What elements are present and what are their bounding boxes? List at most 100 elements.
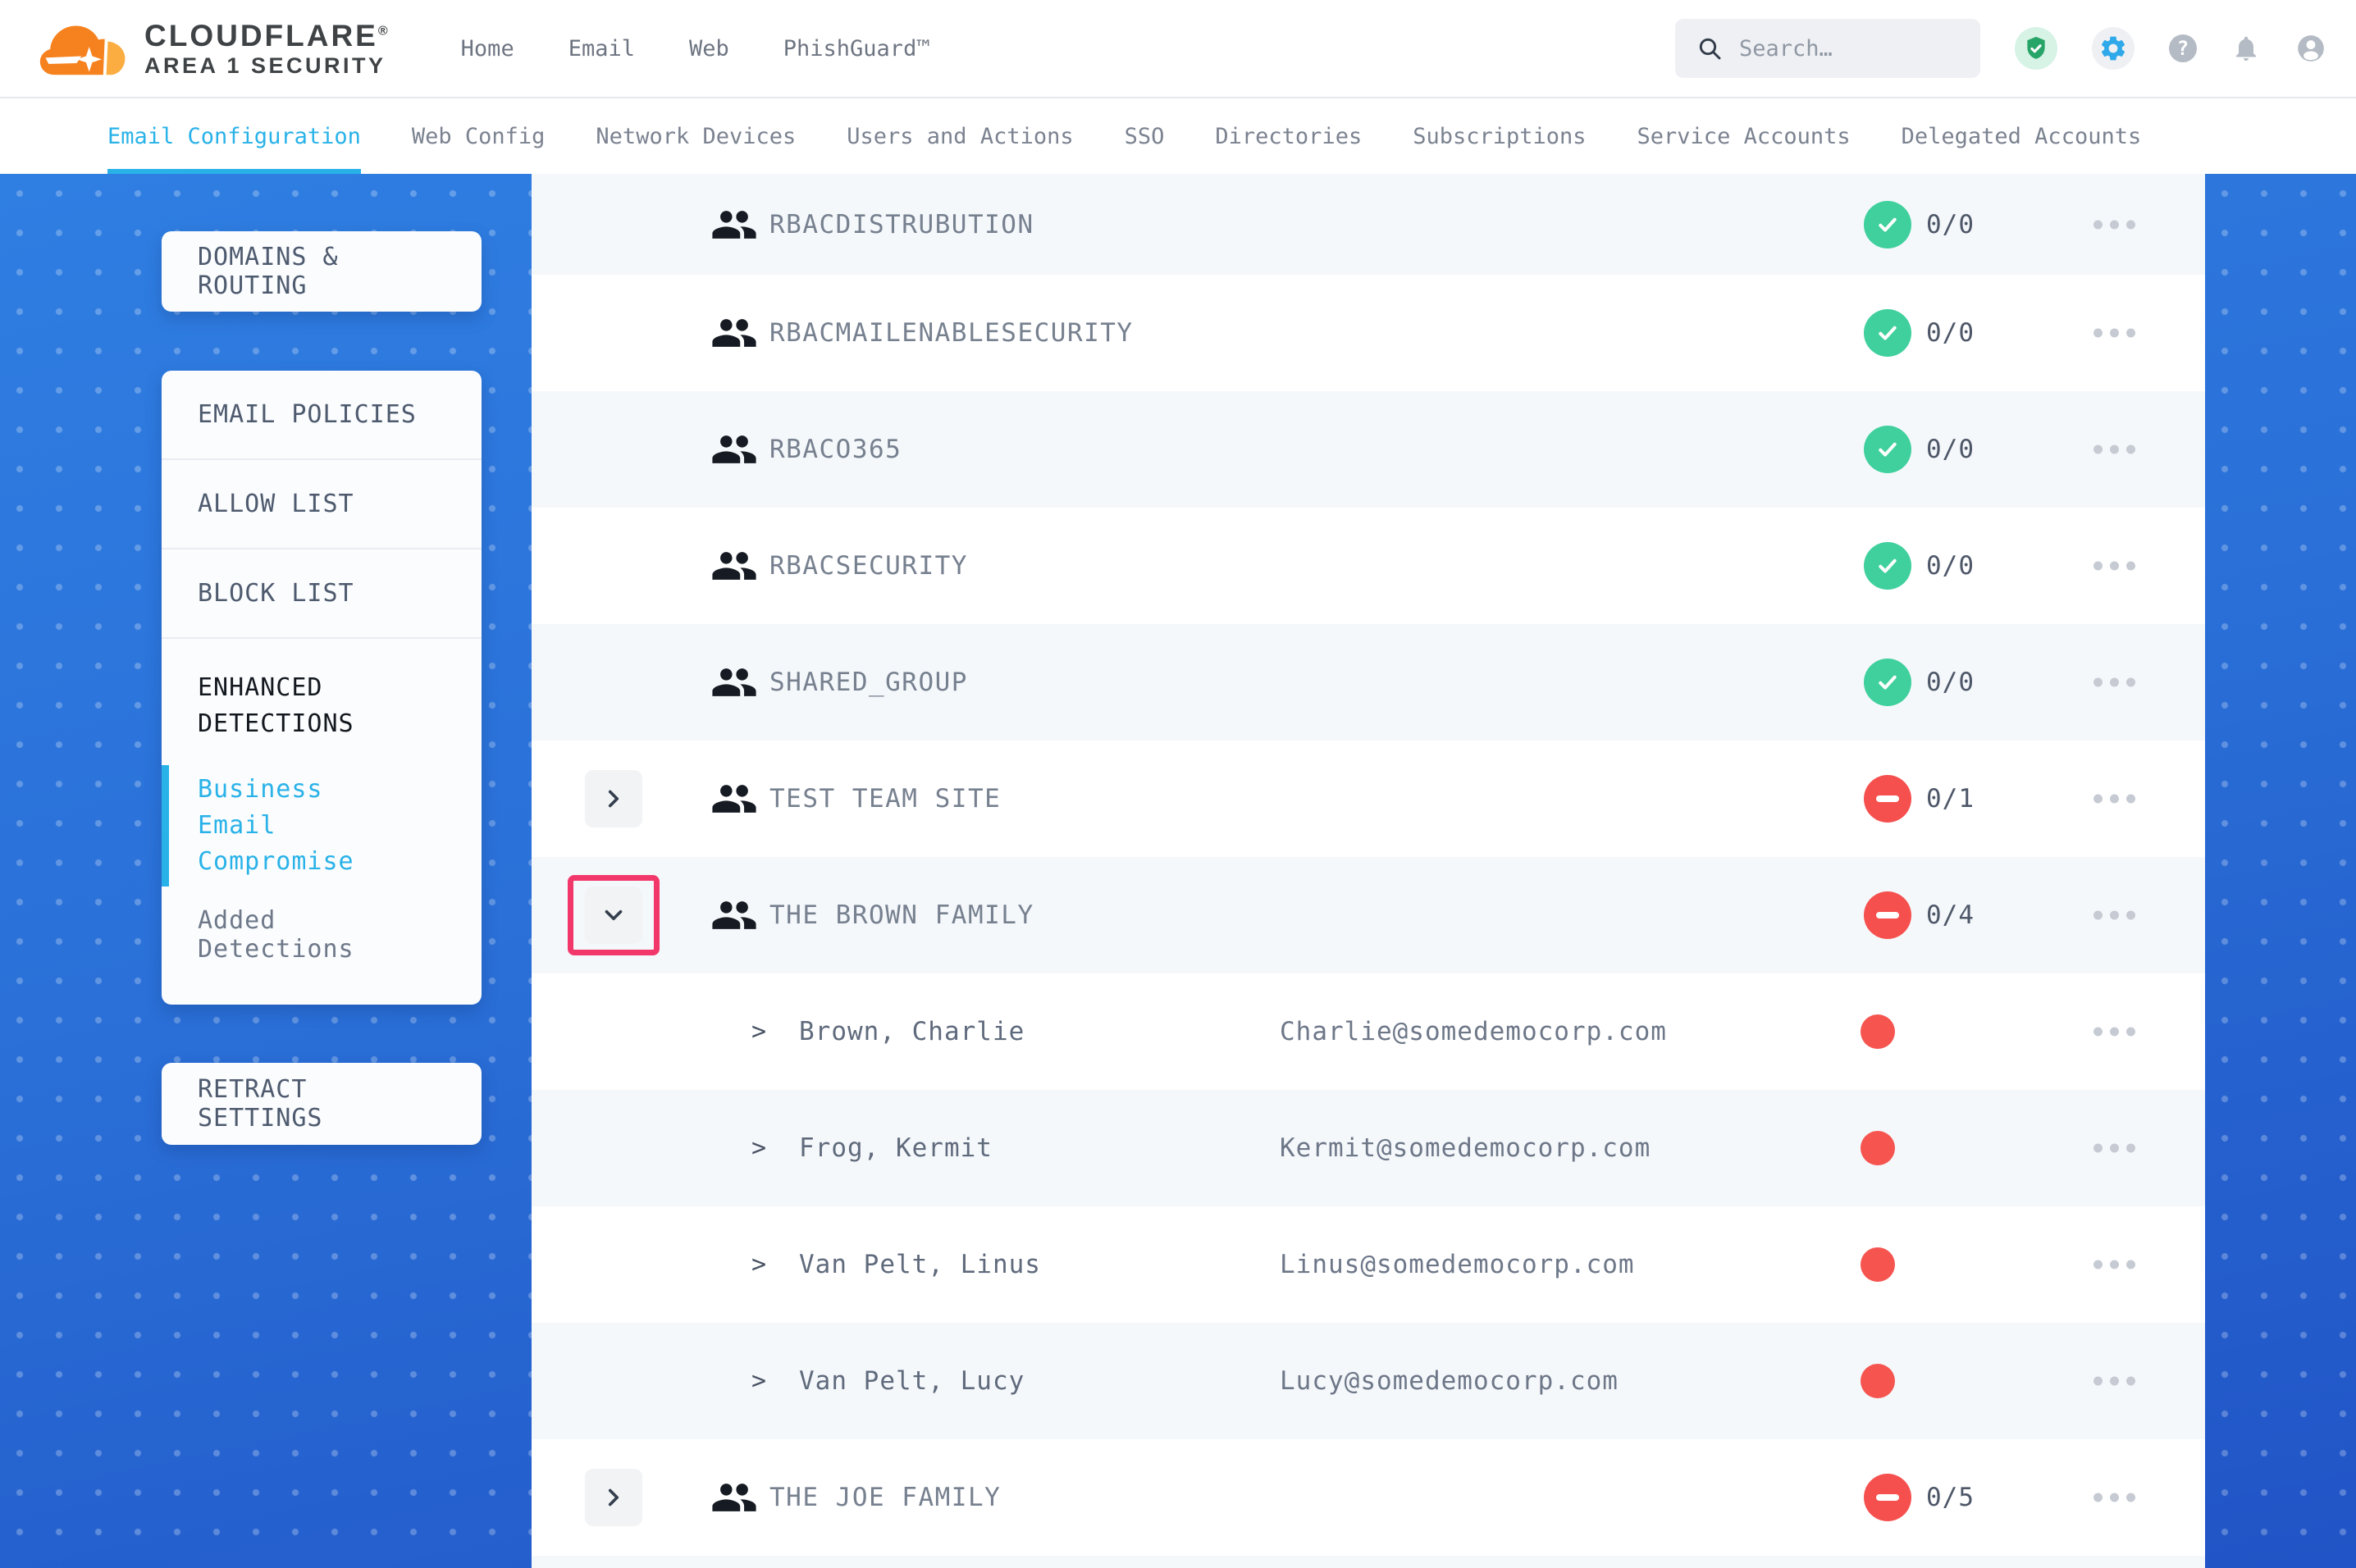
status-pass-badge xyxy=(1864,426,1911,473)
menu-dot xyxy=(2110,444,2119,454)
row-menu-button[interactable] xyxy=(2089,437,2140,463)
row-menu-button[interactable] xyxy=(2089,1252,2140,1278)
brand-name: CLOUDFLARE xyxy=(144,19,378,53)
group-name: RBACMAILENABLESECURITY xyxy=(769,318,1134,348)
domains-routing-label: DOMAINS & ROUTING xyxy=(198,243,339,300)
menu-dot xyxy=(2110,1027,2119,1037)
settings-gear-icon[interactable] xyxy=(2092,27,2135,70)
tab-service-accounts[interactable]: Service Accounts xyxy=(1637,123,1851,149)
menu-dot xyxy=(2126,1027,2135,1037)
menu-dot xyxy=(2093,910,2103,920)
status-pass-badge xyxy=(1864,200,1911,248)
tab-web-config[interactable]: Web Config xyxy=(411,123,546,149)
collapse-group-button[interactable] xyxy=(585,887,642,944)
group-name: THE BROWN FAMILY xyxy=(769,900,1034,930)
group-row: RBACMAILENABLESECURITY 0/0 xyxy=(532,275,2205,391)
row-menu-button[interactable] xyxy=(2089,321,2140,346)
expand-group-button[interactable] xyxy=(585,770,642,827)
enhanced-detections-section: ENHANCED DETECTIONS Business Email Compr… xyxy=(162,639,482,996)
minus-icon xyxy=(1876,912,1899,918)
search-icon xyxy=(1699,38,1721,60)
tab-sso[interactable]: SSO xyxy=(1124,123,1165,149)
expand-group-button[interactable] xyxy=(585,1469,642,1526)
search-input[interactable] xyxy=(1737,34,1959,62)
menu-dot xyxy=(2093,1260,2103,1269)
account-icon[interactable] xyxy=(2295,33,2326,64)
chevron-down-icon xyxy=(605,909,623,921)
search-box[interactable] xyxy=(1675,19,1980,78)
chevron-right-icon[interactable]: > xyxy=(751,1250,767,1279)
notifications-bell-icon[interactable] xyxy=(2231,34,2261,63)
tab-subscriptions[interactable]: Subscriptions xyxy=(1413,123,1587,149)
menu-dot xyxy=(2110,1260,2119,1269)
member-count: 0/1 xyxy=(1926,784,1975,814)
chevron-right-icon[interactable]: > xyxy=(751,1133,767,1163)
sidebar-item-retract-settings[interactable]: RETRACT SETTINGS xyxy=(162,1063,482,1145)
member-name: Brown, Charlie xyxy=(799,1017,1025,1046)
nav-email[interactable]: Email xyxy=(568,35,635,62)
menu-dot xyxy=(2126,677,2135,687)
member-email: Linus@somedemocorp.com xyxy=(1280,1250,1635,1279)
group-row: THE BROWN FAMILY 0/4 xyxy=(532,857,2205,973)
member-count: 0/0 xyxy=(1926,551,1975,581)
page-body: DOMAINS & ROUTING EMAIL POLICIES ALLOW L… xyxy=(0,174,2356,1568)
row-menu-button[interactable] xyxy=(2089,1136,2140,1161)
menu-dot xyxy=(2126,1143,2135,1153)
header-right: ? xyxy=(1675,19,2326,78)
nav-phishguard[interactable]: PhishGuard™ xyxy=(783,35,930,62)
member-email: Charlie@somedemocorp.com xyxy=(1280,1017,1667,1046)
sidebar: DOMAINS & ROUTING EMAIL POLICIES ALLOW L… xyxy=(162,174,482,1145)
nav-web[interactable]: Web xyxy=(688,35,729,62)
config-tabbar: Email Configuration Web Config Network D… xyxy=(0,98,2356,174)
security-shield-check-icon[interactable] xyxy=(2015,27,2057,70)
group-name: TEST TEAM SITE xyxy=(769,784,1002,814)
cloudflare-logo[interactable]: CLOUDFLARE® AREA 1 SECURITY xyxy=(38,15,390,82)
status-fail-dot xyxy=(1861,1014,1895,1049)
sidebar-item-business-email-compromise[interactable]: Business Email Compromise xyxy=(162,765,403,887)
row-menu-button[interactable] xyxy=(2089,1019,2140,1045)
status-fail-badge xyxy=(1864,891,1911,939)
row-menu-button[interactable] xyxy=(2089,670,2140,695)
tab-directories[interactable]: Directories xyxy=(1215,123,1363,149)
menu-dot xyxy=(2126,910,2135,920)
menu-dot xyxy=(2110,1143,2119,1153)
menu-dot xyxy=(2126,1493,2135,1502)
top-header: CLOUDFLARE® AREA 1 SECURITY Home Email W… xyxy=(0,0,2356,98)
primary-nav: Home Email Web PhishGuard™ xyxy=(461,36,930,62)
email-policies-label: EMAIL POLICIES xyxy=(198,400,417,429)
status-fail-badge xyxy=(1864,1474,1911,1521)
tab-users-and-actions[interactable]: Users and Actions xyxy=(847,123,1074,149)
enhanced-detections-heading: ENHANCED DETECTIONS xyxy=(198,673,354,738)
member-count: 0/4 xyxy=(1926,900,1975,930)
tab-network-devices[interactable]: Network Devices xyxy=(596,123,797,149)
sidebar-item-domains-routing[interactable]: DOMAINS & ROUTING xyxy=(162,231,482,312)
menu-dot xyxy=(2093,561,2103,571)
chevron-right-icon[interactable]: > xyxy=(751,1017,767,1046)
row-menu-button[interactable] xyxy=(2089,554,2140,579)
row-menu-button[interactable] xyxy=(2089,1369,2140,1394)
tab-delegated-accounts[interactable]: Delegated Accounts xyxy=(1901,123,2142,149)
sidebar-item-email-policies[interactable]: EMAIL POLICIES xyxy=(162,371,482,460)
sidebar-item-block-list[interactable]: BLOCK LIST xyxy=(162,549,482,639)
header-icon-cluster: ? xyxy=(2015,27,2326,70)
group-name: SHARED_GROUP xyxy=(769,668,968,697)
help-icon[interactable]: ? xyxy=(2169,34,2197,62)
status-fail-dot xyxy=(1861,1247,1895,1282)
row-menu-button[interactable] xyxy=(2089,786,2140,812)
tab-email-configuration[interactable]: Email Configuration xyxy=(107,98,361,174)
group-icon xyxy=(710,775,758,823)
row-menu-button[interactable] xyxy=(2089,1485,2140,1511)
group-name: RBACSECURITY xyxy=(769,551,968,581)
member-name: Van Pelt, Lucy xyxy=(799,1366,1025,1396)
sidebar-item-added-detections[interactable]: Added Detections xyxy=(198,906,354,964)
row-menu-button[interactable] xyxy=(2089,903,2140,928)
sidebar-item-allow-list[interactable]: ALLOW LIST xyxy=(162,460,482,549)
chevron-right-icon[interactable]: > xyxy=(751,1366,767,1396)
member-row: > Frog, Kermit Kermit@somedemocorp.com xyxy=(532,1090,2205,1206)
row-menu-button[interactable] xyxy=(2089,212,2140,237)
nav-home[interactable]: Home xyxy=(460,35,514,62)
menu-dot xyxy=(2126,1376,2135,1386)
member-count: 0/5 xyxy=(1926,1483,1975,1512)
menu-dot xyxy=(2110,910,2119,920)
menu-dot xyxy=(2093,328,2103,338)
